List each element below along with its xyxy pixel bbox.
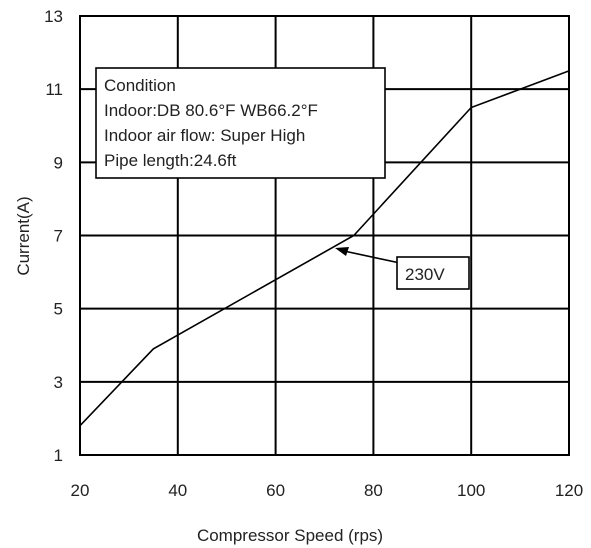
series-annotation: 230V bbox=[335, 247, 470, 290]
condition-box-border bbox=[95, 67, 386, 179]
x-tick-label: 20 bbox=[71, 481, 90, 500]
series-line-230V bbox=[79, 70, 570, 427]
condition-line-title: Condition bbox=[104, 76, 176, 95]
condition-line-air-flow: Indoor air flow: Super High bbox=[104, 126, 305, 145]
series-lines bbox=[79, 70, 570, 427]
condition-box: Condition Indoor:DB 80.6°F WB66.2°F Indo… bbox=[95, 67, 386, 179]
y-tick-label: 5 bbox=[54, 300, 63, 319]
annotation-arrow-head bbox=[335, 247, 349, 256]
y-tick-label: 3 bbox=[54, 373, 63, 392]
y-tick-label: 11 bbox=[45, 80, 63, 99]
annotation-arrow-line bbox=[343, 250, 401, 264]
y-tick-label: 7 bbox=[54, 227, 63, 246]
y-tick-label: 9 bbox=[54, 153, 63, 172]
x-tick-label: 60 bbox=[266, 481, 285, 500]
annotation-label: 230V bbox=[405, 265, 445, 284]
condition-line-indoor-temp: Indoor:DB 80.6°F WB66.2°F bbox=[104, 101, 318, 120]
y-tick-label: 1 bbox=[54, 446, 63, 465]
x-tick-label: 100 bbox=[457, 481, 485, 500]
annotation-box bbox=[396, 256, 470, 290]
plot-frame bbox=[79, 15, 570, 456]
condition-line-pipe-length: Pipe length:24.6ft bbox=[104, 151, 237, 170]
x-tick-label: 80 bbox=[364, 481, 383, 500]
x-tick-label: 40 bbox=[168, 481, 187, 500]
x-axis-label: Compressor Speed (rps) bbox=[197, 526, 383, 545]
x-tick-label: 120 bbox=[555, 481, 583, 500]
y-tick-label: 13 bbox=[44, 7, 63, 26]
x-tick-labels: 20 40 60 80 100 120 bbox=[71, 481, 584, 500]
y-axis-label: Current(A) bbox=[14, 196, 33, 275]
